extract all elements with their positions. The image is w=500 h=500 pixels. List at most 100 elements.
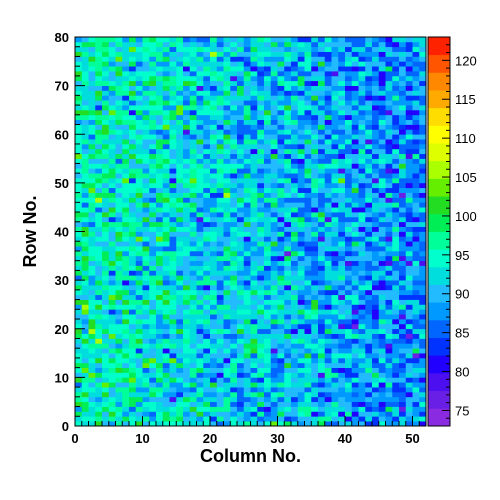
- heatmap-cell: [243, 173, 251, 179]
- heatmap-cell: [169, 226, 177, 232]
- heatmap-cell: [277, 143, 285, 150]
- heatmap-cell: [297, 250, 305, 257]
- heatmap-cell: [108, 41, 116, 48]
- heatmap-cell: [311, 377, 319, 383]
- heatmap-cell: [223, 61, 231, 67]
- heatmap-cell: [345, 153, 353, 159]
- heatmap-cell: [203, 202, 211, 208]
- heatmap-cell: [203, 129, 211, 135]
- heatmap-cell: [75, 124, 83, 130]
- heatmap-cell: [162, 51, 170, 57]
- heatmap-cell: [291, 299, 299, 305]
- heatmap-cell: [419, 270, 427, 276]
- heatmap-cell: [243, 372, 251, 378]
- heatmap-cell: [135, 114, 143, 121]
- heatmap-cell: [88, 396, 96, 403]
- heatmap-cell: [108, 377, 116, 383]
- heatmap-cell: [291, 168, 299, 174]
- heatmap-cell: [102, 202, 110, 208]
- heatmap-cell: [216, 289, 224, 296]
- heatmap-cell: [122, 124, 130, 130]
- heatmap-cell: [405, 406, 413, 412]
- heatmap-cell: [338, 367, 346, 373]
- heatmap-cell: [108, 56, 116, 62]
- heatmap-cell: [230, 309, 238, 315]
- heatmap-cell: [358, 328, 366, 334]
- heatmap-cell: [257, 231, 265, 237]
- heatmap-cell: [108, 129, 116, 135]
- heatmap-cell: [108, 309, 116, 315]
- heatmap-cell: [277, 314, 285, 320]
- heatmap-cell: [412, 372, 420, 378]
- heatmap-cell: [412, 319, 420, 325]
- heatmap-cell: [358, 41, 366, 48]
- heatmap-cell: [95, 391, 103, 398]
- heatmap-cell: [311, 148, 319, 155]
- heatmap-cell: [304, 328, 312, 334]
- heatmap-cell: [230, 178, 238, 184]
- heatmap-cell: [412, 178, 420, 184]
- heatmap-cell: [230, 260, 238, 266]
- heatmap-cell: [297, 124, 305, 130]
- heatmap-cell: [311, 66, 319, 72]
- heatmap-cell: [210, 129, 218, 135]
- heatmap-cell: [405, 158, 413, 164]
- heatmap-cell: [291, 309, 299, 315]
- heatmap-cell: [257, 41, 265, 48]
- heatmap-cell: [216, 105, 224, 111]
- heatmap-cell: [216, 275, 224, 281]
- heatmap-cell: [88, 304, 96, 310]
- heatmap-cell: [95, 143, 103, 150]
- heatmap-cell: [189, 192, 197, 198]
- heatmap-cell: [122, 396, 130, 403]
- heatmap-cell: [331, 250, 339, 257]
- heatmap-cell: [358, 168, 366, 174]
- heatmap-cell: [183, 338, 191, 344]
- heatmap-cell: [169, 221, 177, 227]
- heatmap-cell: [277, 75, 285, 82]
- heatmap-cell: [183, 221, 191, 227]
- heatmap-cell: [243, 411, 251, 417]
- heatmap-cell: [338, 192, 346, 198]
- heatmap-cell: [351, 226, 359, 232]
- heatmap-cell: [75, 163, 83, 169]
- heatmap-cell: [203, 323, 211, 330]
- heatmap-cell: [311, 348, 319, 354]
- heatmap-cell: [129, 270, 137, 276]
- heatmap-cell: [277, 343, 285, 349]
- heatmap-cell: [230, 148, 238, 155]
- heatmap-cell: [102, 56, 110, 62]
- heatmap-cell: [129, 114, 137, 121]
- heatmap-cell: [223, 357, 231, 364]
- heatmap-cell: [129, 284, 137, 291]
- heatmap-cell: [264, 134, 272, 140]
- heatmap-cell: [230, 216, 238, 223]
- heatmap-cell: [88, 207, 96, 213]
- heatmap-cell: [189, 421, 197, 427]
- heatmap-cell: [216, 270, 224, 276]
- heatmap-cell: [324, 124, 332, 130]
- heatmap-cell: [196, 143, 204, 150]
- heatmap-cell: [142, 100, 150, 106]
- heatmap-cell: [223, 309, 231, 315]
- heatmap-cell: [304, 173, 312, 179]
- heatmap-cell: [284, 124, 292, 130]
- heatmap-cell: [250, 367, 258, 373]
- heatmap-cell: [122, 134, 130, 140]
- heatmap-cell: [149, 71, 157, 77]
- heatmap-cell: [183, 265, 191, 271]
- heatmap-cell: [149, 255, 157, 262]
- heatmap-cell: [81, 105, 89, 111]
- heatmap-cell: [385, 124, 393, 130]
- heatmap-cell: [358, 187, 366, 193]
- heatmap-cell: [162, 265, 170, 271]
- heatmap-cell: [169, 255, 177, 262]
- heatmap-cell: [399, 319, 407, 325]
- heatmap-cell: [351, 299, 359, 305]
- heatmap-cell: [311, 143, 319, 150]
- heatmap-cell: [183, 197, 191, 203]
- heatmap-cell: [169, 265, 177, 271]
- heatmap-cell: [95, 41, 103, 48]
- heatmap-cell: [331, 187, 339, 193]
- heatmap-cell: [149, 294, 157, 300]
